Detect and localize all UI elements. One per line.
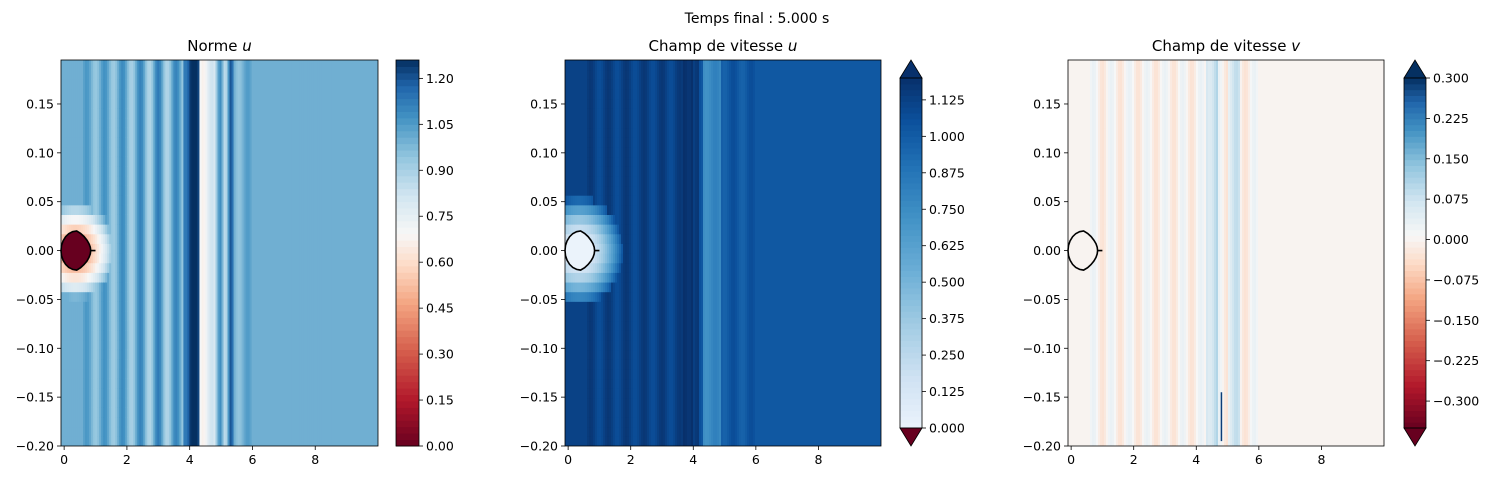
colorbar-extend-bottom bbox=[1403, 427, 1427, 447]
axes-frame bbox=[1067, 59, 1385, 447]
colorbar-tick-label: 0.45 bbox=[426, 301, 454, 316]
x-tick-label: 8 bbox=[814, 452, 822, 467]
colorbar-tick-label: 0.300 bbox=[1433, 71, 1469, 86]
colorbar-frame bbox=[1403, 77, 1427, 429]
heatmap-field bbox=[1068, 60, 1384, 446]
x-tick-label: 0 bbox=[564, 452, 572, 467]
colorbar-tick-label: 0.30 bbox=[426, 347, 454, 362]
colorbar-tick-label: 1.125 bbox=[929, 92, 965, 107]
y-tick-label: 0.00 bbox=[1033, 243, 1061, 258]
y-tick-label: 0.15 bbox=[26, 96, 54, 111]
colorbar-frame bbox=[899, 77, 923, 429]
y-tick-label: −0.10 bbox=[1023, 341, 1061, 356]
x-tick-label: 4 bbox=[1192, 452, 1200, 467]
colorbar-tick-label: 0.225 bbox=[1433, 111, 1469, 126]
x-tick-label: 4 bbox=[689, 452, 697, 467]
colorbar-tick-label: 1.05 bbox=[426, 117, 454, 132]
colorbar-frame bbox=[395, 59, 420, 447]
colorbar: 0.00 0.15 0.30 0.45 0.60 0.75 0.90 1.05 1.20 bbox=[395, 59, 454, 454]
panel-title: Champ de vitesse v bbox=[1152, 37, 1301, 55]
y-tick-label: −0.15 bbox=[520, 390, 558, 405]
y-tick-label: 0.15 bbox=[530, 96, 558, 111]
figure-title: Temps final : 5.000 s bbox=[684, 11, 830, 27]
x-tick-label: 0 bbox=[1067, 452, 1075, 467]
heatmap-field bbox=[565, 60, 881, 446]
y-tick-label: −0.15 bbox=[1023, 390, 1061, 405]
y-tick-label: −0.05 bbox=[520, 292, 558, 307]
colorbar-tick-label: −0.075 bbox=[1433, 272, 1479, 287]
obstacle-outline bbox=[564, 230, 600, 271]
colorbar: 0.000 0.125 0.250 0.375 0.500 0.625 0.750 0.875… bbox=[899, 59, 965, 447]
colorbar-tick-label: 1.20 bbox=[426, 71, 454, 86]
y-tick-label: 0.10 bbox=[26, 145, 54, 160]
colorbar-tick-label: 0.750 bbox=[929, 202, 965, 217]
colorbar-tick-label: −0.150 bbox=[1433, 313, 1479, 328]
y-tick-label: −0.05 bbox=[16, 292, 54, 307]
y-tick-label: −0.15 bbox=[16, 390, 54, 405]
colorbar-tick-label: 0.000 bbox=[1433, 232, 1469, 247]
obstacle-outline bbox=[60, 230, 96, 271]
colorbar-extend-top bbox=[1403, 59, 1427, 79]
colorbar-tick-label: 0.075 bbox=[1433, 192, 1469, 207]
panel-title: Norme u bbox=[187, 37, 251, 55]
chart-panel-3: 0 2 4 6 8 0.15 0.10 0.05 0.00 −0.05 −0.10 −0.15 −0.2… bbox=[1023, 37, 1480, 467]
chart-panel-2: 0 2 4 6 8 0.15 0.10 0.05 0.00 −0.05 −0.10 −0.15 −0.2… bbox=[520, 37, 965, 467]
y-tick-label: 0.10 bbox=[530, 145, 558, 160]
colorbar-tick-label: 0.00 bbox=[426, 439, 454, 454]
panel-title: Champ de vitesse u bbox=[649, 37, 798, 55]
y-tick-label: −0.05 bbox=[1023, 292, 1061, 307]
colorbar-tick-label: 1.000 bbox=[929, 129, 965, 144]
y-tick-label: 0.00 bbox=[26, 243, 54, 258]
colorbar-tick-label: −0.300 bbox=[1433, 394, 1479, 409]
y-tick-label: 0.15 bbox=[1033, 96, 1061, 111]
colorbar-tick-label: 0.000 bbox=[929, 421, 965, 436]
colorbar-tick-label: 0.90 bbox=[426, 163, 454, 178]
y-tick-label: 0.05 bbox=[26, 194, 54, 209]
colorbar-tick-label: 0.500 bbox=[929, 275, 965, 290]
x-tick-label: 6 bbox=[1255, 452, 1263, 467]
colorbar-extend-top bbox=[899, 59, 923, 79]
colorbar-tick-label: 0.250 bbox=[929, 348, 965, 363]
axes-frame bbox=[564, 59, 882, 447]
y-tick-label: 0.10 bbox=[1033, 145, 1061, 160]
colorbar-tick-label: 0.625 bbox=[929, 238, 965, 253]
y-tick-label: 0.00 bbox=[530, 243, 558, 258]
colorbar-tick-label: 0.125 bbox=[929, 384, 965, 399]
colorbar-tick-label: −0.225 bbox=[1433, 353, 1479, 368]
x-tick-label: 8 bbox=[1317, 452, 1325, 467]
streak-mark bbox=[1220, 392, 1223, 442]
colorbar-tick-label: 0.60 bbox=[426, 255, 454, 270]
colorbar-extend-bottom bbox=[899, 427, 923, 447]
x-tick-label: 4 bbox=[186, 452, 194, 467]
x-tick-label: 2 bbox=[1130, 452, 1138, 467]
y-tick-label: −0.10 bbox=[16, 341, 54, 356]
x-tick-label: 8 bbox=[311, 452, 319, 467]
y-tick-label: 0.05 bbox=[530, 194, 558, 209]
chart-panel-1: 0 2 4 6 8 0.15 0.10 0.05 0.00 −0.05 −0.10 −0.15 −0.2… bbox=[16, 37, 454, 467]
colorbar: −0.300 −0.225 −0.150 −0.075 0.000 0.075 0.150 0… bbox=[1403, 59, 1479, 447]
colorbar-tick-label: 0.150 bbox=[1433, 151, 1469, 166]
colorbar-tick-label: 0.75 bbox=[426, 209, 454, 224]
colorbar-tick-label: 0.375 bbox=[929, 311, 965, 326]
x-tick-label: 6 bbox=[248, 452, 256, 467]
axes-frame bbox=[60, 59, 379, 447]
y-tick-label: −0.20 bbox=[520, 439, 558, 454]
x-tick-label: 2 bbox=[627, 452, 635, 467]
y-tick-label: −0.10 bbox=[520, 341, 558, 356]
x-tick-label: 0 bbox=[60, 452, 68, 467]
colorbar-tick-label: 0.15 bbox=[426, 393, 454, 408]
y-tick-label: 0.05 bbox=[1033, 194, 1061, 209]
x-tick-label: 6 bbox=[752, 452, 760, 467]
x-tick-label: 2 bbox=[123, 452, 131, 467]
heatmap-field bbox=[61, 60, 378, 446]
obstacle-outline bbox=[1067, 230, 1103, 271]
y-tick-label: −0.20 bbox=[16, 439, 54, 454]
y-tick-label: −0.20 bbox=[1023, 439, 1061, 454]
colorbar-tick-label: 0.875 bbox=[929, 165, 965, 180]
